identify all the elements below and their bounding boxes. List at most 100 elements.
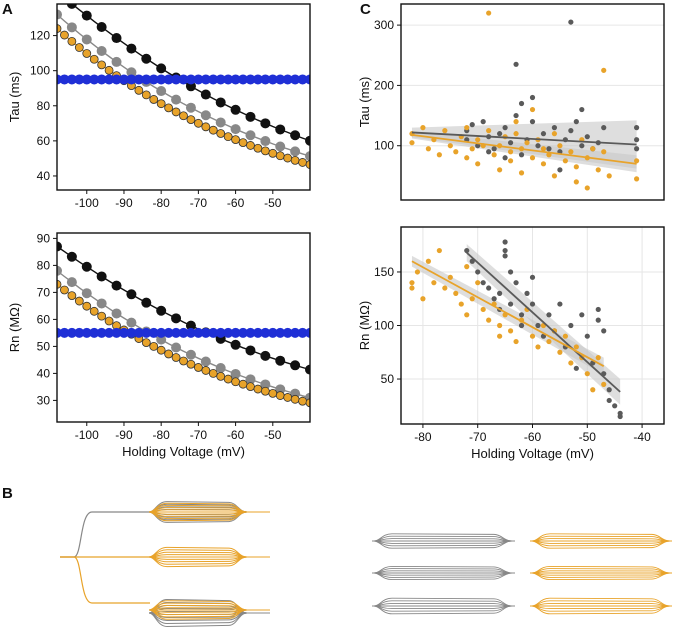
- A_tau-point-orange: [134, 85, 144, 95]
- C_tau-point-orange: [464, 125, 470, 131]
- C_rn-point-gray: [535, 322, 541, 329]
- tree-top-orange: [148, 502, 270, 522]
- A_rn-ytick-label: 50: [37, 339, 51, 353]
- C_tau-point-orange: [590, 146, 596, 152]
- A_tau-point-black: [275, 124, 286, 135]
- C_tau-point-gray: [551, 125, 558, 131]
- C_rn-point-gray: [557, 301, 563, 307]
- A_rn-point-orange: [149, 341, 159, 351]
- A_rn-point-black: [305, 364, 310, 375]
- A_tau-point-gray: [290, 146, 301, 157]
- orange-row-1-trace: [530, 533, 672, 542]
- A_rn-point-orange: [104, 316, 114, 326]
- C_rn-point-orange: [497, 333, 503, 339]
- A_rn-point-blue: [89, 327, 100, 338]
- A_rn-point-orange: [186, 359, 196, 369]
- C_rn-point-gray: [518, 312, 525, 318]
- C_tau-point-orange: [425, 146, 431, 152]
- A_rn-point-blue: [223, 327, 234, 338]
- A_rn-point-orange: [82, 301, 92, 311]
- A_rn-point-blue: [193, 327, 204, 338]
- C_rn-xtick-label: -40: [633, 430, 651, 444]
- C_rn-point-gray: [529, 301, 536, 307]
- C_tau-point-gray: [557, 167, 563, 173]
- C_rn-ytick-label: 150: [374, 265, 394, 279]
- A_rn-point-gray: [215, 363, 226, 373]
- C_tau-point-gray: [601, 125, 607, 131]
- A_tau-point-orange: [104, 65, 114, 75]
- A_tau-point-blue: [156, 74, 167, 85]
- C_tau-point-orange: [606, 173, 612, 179]
- A_tau-point-blue: [133, 74, 144, 85]
- C_rn-point-gray: [513, 280, 519, 286]
- tree-mid-orange-trace: [148, 549, 270, 558]
- C_tau-point-orange: [507, 158, 514, 164]
- A_tau-point-orange: [141, 90, 151, 100]
- C_rn-point-orange: [420, 296, 426, 302]
- tree-mid-orange: [148, 546, 270, 568]
- A_tau-plot-area: [57, 4, 310, 169]
- A_rn-point-black: [81, 261, 92, 272]
- C_rn-chart: 50 100 150 -80 -70 -60 -50 -40 Rn (MΩ) Holding Vo…: [357, 226, 665, 461]
- C_tau-point-orange: [486, 10, 492, 16]
- A_tau-point-blue: [260, 74, 271, 85]
- C_rn-point-orange: [447, 274, 453, 280]
- A_tau-ytick-label: 60: [37, 134, 51, 148]
- A_rn-xtick-label: -80: [153, 428, 171, 442]
- A_tau-point-orange: [238, 138, 248, 148]
- A_tau-point-blue: [171, 74, 182, 85]
- C_rn-point-orange: [590, 387, 596, 393]
- C_rn-point-orange: [409, 285, 415, 291]
- A_tau-frame: [56, 3, 311, 191]
- A_tau-point-orange: [268, 148, 278, 158]
- A_rn-point-orange: [141, 338, 151, 348]
- A_rn-point-black: [66, 251, 77, 262]
- A_rn-xtick-label: -100: [75, 428, 99, 442]
- A_tau-point-orange: [171, 107, 181, 117]
- C_tau-point-orange: [529, 155, 536, 161]
- A_rn-ytick-label: 80: [37, 258, 51, 272]
- trace-column-gray: [372, 533, 515, 615]
- C_rn-point-gray: [464, 247, 470, 254]
- A_tau-point-orange: [260, 146, 270, 156]
- A_tau-xtick-label: -70: [190, 196, 208, 210]
- A_rn-point-black: [245, 345, 256, 356]
- C_tau-point-gray: [513, 61, 519, 67]
- C_rn-point-gray: [584, 333, 590, 339]
- A_rn-xlabel: Holding Voltage (mV): [122, 444, 245, 459]
- C_rn-xlabel: Holding Voltage (mV): [471, 446, 594, 461]
- C_tau-point-gray: [513, 112, 519, 119]
- C_rn-point-orange: [584, 371, 590, 377]
- C_rn-point-gray: [507, 269, 514, 275]
- C_rn-point-orange: [513, 338, 519, 345]
- tree-top-orange-trace: [148, 511, 270, 522]
- A_tau-xtick-label: -90: [115, 196, 133, 210]
- A_tau-point-orange: [201, 122, 211, 132]
- tree-bot-orange: [148, 600, 270, 620]
- A_tau-point-orange: [164, 103, 174, 113]
- C_rn-point-gray: [617, 410, 623, 416]
- A_tau-point-blue: [215, 74, 226, 85]
- C_tau-plot-bg: [401, 4, 664, 200]
- C_tau-point-gray: [579, 106, 585, 113]
- panel-label-c: C: [360, 1, 371, 18]
- gray-row-1-trace: [372, 540, 515, 549]
- C_tau-point-orange: [442, 128, 448, 134]
- A_tau-point-black: [81, 10, 92, 21]
- C_tau-point-orange: [475, 161, 481, 167]
- A_tau-point-blue: [118, 74, 129, 85]
- A_rn-point-black: [141, 297, 152, 308]
- orange-row-2-trace: [530, 565, 672, 574]
- A_rn-point-orange: [193, 363, 203, 372]
- C_tau-point-orange: [513, 131, 519, 137]
- A_tau-point-blue: [208, 74, 219, 85]
- A_rn-point-orange: [298, 396, 307, 406]
- A_rn-ytick-label: 90: [37, 231, 51, 245]
- panel-label-b: B: [2, 485, 13, 502]
- C_rn-point-gray: [518, 322, 525, 329]
- A_rn-point-orange: [216, 371, 226, 381]
- C_tau-point-gray: [529, 119, 536, 125]
- A_rn-point-gray: [111, 308, 122, 319]
- A_rn-point-gray: [260, 379, 271, 390]
- C_rn-point-orange: [442, 285, 448, 291]
